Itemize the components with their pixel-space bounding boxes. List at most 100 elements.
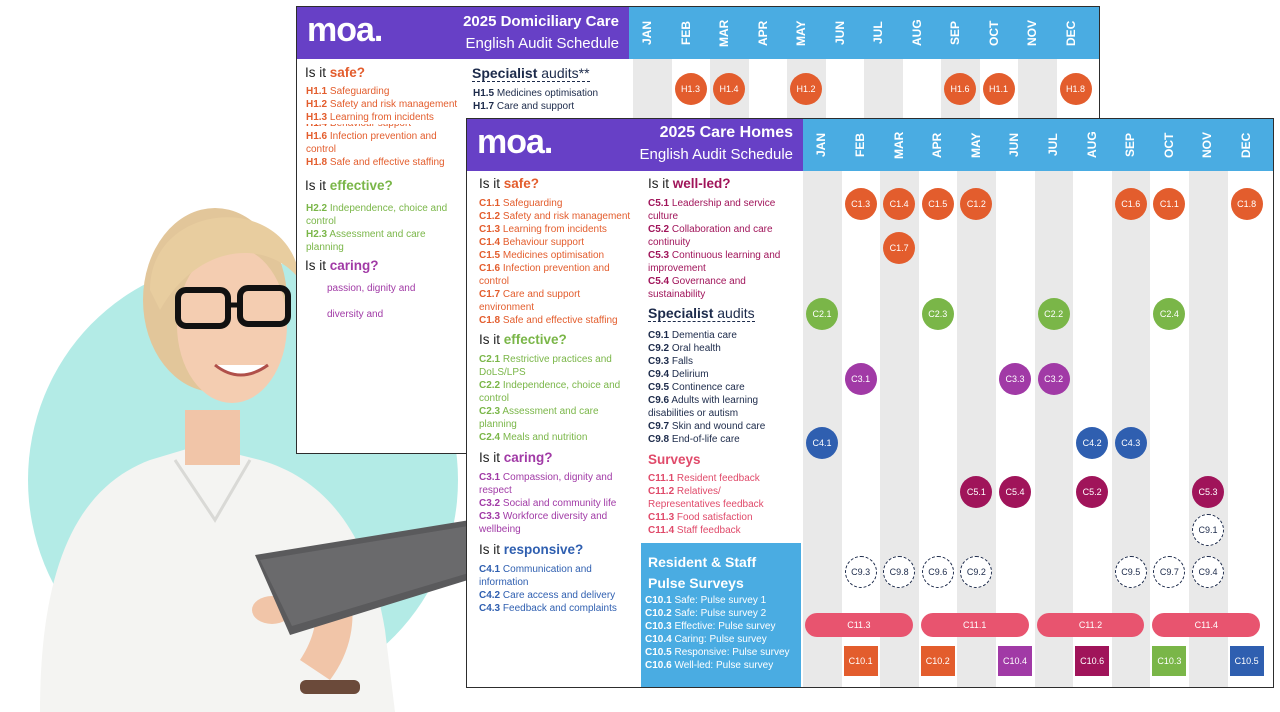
dom-effective-item-text: planning	[306, 242, 344, 253]
dom-safe-item: H1.8 Safe and effective staffing	[306, 156, 445, 169]
care-specialist-heading: Specialist audits	[648, 305, 755, 322]
care-safe-item-text: Safety and risk management	[502, 211, 631, 222]
care-caring-heading: Is it caring?	[479, 450, 553, 465]
care-wellled-item-text: improvement	[648, 263, 706, 274]
care-specialist-item-code: C9.7	[648, 421, 670, 432]
dom-months-header: JAN FEB MAR APR MAY JUN JUL AUG SEP OCT NOV DEC	[629, 7, 1099, 59]
care-effective-item: DoLS/LPS	[479, 366, 526, 379]
care-wellled-item-text: sustainability	[648, 289, 706, 300]
month-label-oct: OCT	[986, 20, 1001, 46]
pulse-square: C10.2	[920, 646, 955, 676]
dom-specialist-heading: Specialist audits**	[472, 65, 590, 82]
care-safe-item: C1.1 Safeguarding	[479, 197, 562, 210]
care-audit-dot: C2.3	[921, 298, 954, 330]
dom-safe-item-code: H1.8	[306, 157, 328, 168]
care-specialist-item-code: C9.5	[648, 382, 670, 393]
dom-subtitle: English Audit Schedule	[465, 35, 619, 52]
care-caring-item-text: respect	[479, 485, 512, 496]
pulse-square: C10.4	[998, 646, 1032, 676]
care-wellled-item: C5.3 Continuous learning and	[648, 249, 780, 262]
care-safe-item: C1.7 Care and support	[479, 288, 580, 301]
care-audit-dot: C1.4	[883, 188, 916, 220]
pulse-text: Responsive: Pulse survey	[674, 647, 790, 658]
care-wellled-item: C5.4 Governance and	[648, 275, 746, 288]
moa-logo: moa.	[477, 123, 553, 161]
survey-pill: C11.4	[1152, 613, 1261, 637]
care-specialist-item: C9.6 Adults with learning	[648, 394, 758, 407]
month-stripe	[1189, 171, 1228, 687]
dom-safe-item-text: control	[306, 144, 337, 155]
care-caring-item: C3.1 Compassion, dignity and	[479, 471, 612, 484]
care-audit-dot: C1.2	[960, 188, 993, 220]
care-caring-item-text: Compassion, dignity and	[502, 472, 613, 483]
pulse-code: C10.6	[645, 660, 672, 671]
care-responsive-item-code: C4.1	[479, 564, 501, 575]
dom-effective-item-code: H2.2	[306, 203, 328, 214]
care-effective-item-text: Meals and nutrition	[502, 432, 588, 443]
care-safe-item: control	[479, 275, 509, 288]
care-survey-item: C11.4 Staff feedback	[648, 524, 741, 537]
care-caring-item-code: C3.1	[479, 472, 501, 483]
dom-safe-item: control	[306, 143, 336, 156]
care-safe-item: C1.4 Behaviour support	[479, 236, 584, 249]
care-caring-item-code: C3.3	[479, 511, 501, 522]
care-audit-dot: C1.1	[1153, 188, 1186, 220]
dom-safe-item-text: Learning from incidents	[329, 112, 434, 123]
care-audit-dot: C1.3	[844, 188, 877, 220]
month-label-aug: AUG	[909, 19, 924, 47]
pulse-square: C10.6	[1075, 646, 1110, 676]
care-effective-item-text: Independence, choice and	[502, 380, 621, 391]
care-audit-dot: C1.5	[921, 188, 954, 220]
pulse-survey-item: C10.3 Effective: Pulse survey	[645, 621, 775, 632]
dom-effective-item: H2.3 Assessment and care	[306, 228, 426, 241]
pulse-survey-item: C10.5 Responsive: Pulse survey	[645, 647, 790, 658]
care-wellled-item-text: Leadership and service	[671, 198, 776, 209]
care-specialist-item: C9.7 Skin and wound care	[648, 420, 765, 433]
pulse-survey-item: C10.4 Caring: Pulse survey	[645, 634, 767, 645]
survey-pill: C11.3	[805, 613, 913, 637]
pulse-text: Well-led: Pulse survey	[674, 660, 774, 671]
dom-effective-item-code: H2.3	[306, 229, 328, 240]
dom-safe-item-text: Safety and risk management	[329, 99, 458, 110]
care-safe-item-code: C1.5	[479, 250, 501, 261]
care-audit-dot: C1.8	[1230, 188, 1263, 220]
care-wellled-item-text: Governance and	[671, 276, 746, 287]
month-label-jul: JUL	[871, 21, 886, 45]
care-wellled-item: culture	[648, 210, 678, 223]
care-safe-item-code: C1.3	[479, 224, 501, 235]
month-label-may: MAY	[968, 132, 983, 158]
care-survey-item-text: Relatives/	[676, 486, 721, 497]
month-label-apr: APR	[930, 132, 945, 158]
care-survey-item: Representatives feedback	[648, 498, 764, 511]
care-effective-item-text: planning	[479, 419, 517, 430]
care-subtitle: English Audit Schedule	[639, 146, 793, 163]
care-specialist-item-text: disabilities or autism	[648, 408, 739, 419]
care-safe-item: C1.2 Safety and risk management	[479, 210, 630, 223]
care-survey-item-code: C11.2	[648, 486, 675, 497]
dom-safe-item-text: Behaviour support	[330, 124, 411, 129]
care-specialist-item: C9.5 Continence care	[648, 381, 745, 394]
pulse-square: C10.1	[843, 646, 878, 676]
care-effective-item: C2.4 Meals and nutrition	[479, 431, 587, 444]
month-label-mar: MAR	[717, 19, 732, 47]
care-audit-dot: C4.3	[1114, 427, 1147, 459]
month-stripe	[1034, 171, 1074, 687]
care-effective-item: C2.2 Independence, choice and	[479, 379, 620, 392]
dom-header-title-block: moa. 2025 Domiciliary Care English Audit…	[297, 7, 629, 59]
dom-specialist-item-code: H1.5	[473, 88, 495, 99]
care-safe-item-text: control	[479, 276, 510, 287]
care-specialist-item-text: Skin and wound care	[671, 421, 766, 432]
care-wellled-item-text: culture	[648, 211, 679, 222]
care-survey-item-text: Representatives feedback	[648, 499, 764, 510]
care-responsive-item: C4.1 Communication and	[479, 563, 592, 576]
care-audit-dot: C1.7	[883, 232, 916, 264]
care-safe-item: C1.3 Learning from incidents	[479, 223, 607, 236]
care-responsive-item-code: C4.3	[479, 603, 501, 614]
month-label-dec: DEC	[1238, 132, 1253, 158]
care-wellled-item-code: C5.4	[648, 276, 670, 287]
care-specialist-item-text: Delirium	[671, 369, 709, 380]
care-specialist-item-code: C9.3	[648, 356, 670, 367]
care-responsive-item: C4.2 Care access and delivery	[479, 589, 615, 602]
care-audit-dot: C9.4	[1192, 556, 1224, 588]
dom-safe-item-text: Safe and effective staffing	[329, 157, 445, 168]
